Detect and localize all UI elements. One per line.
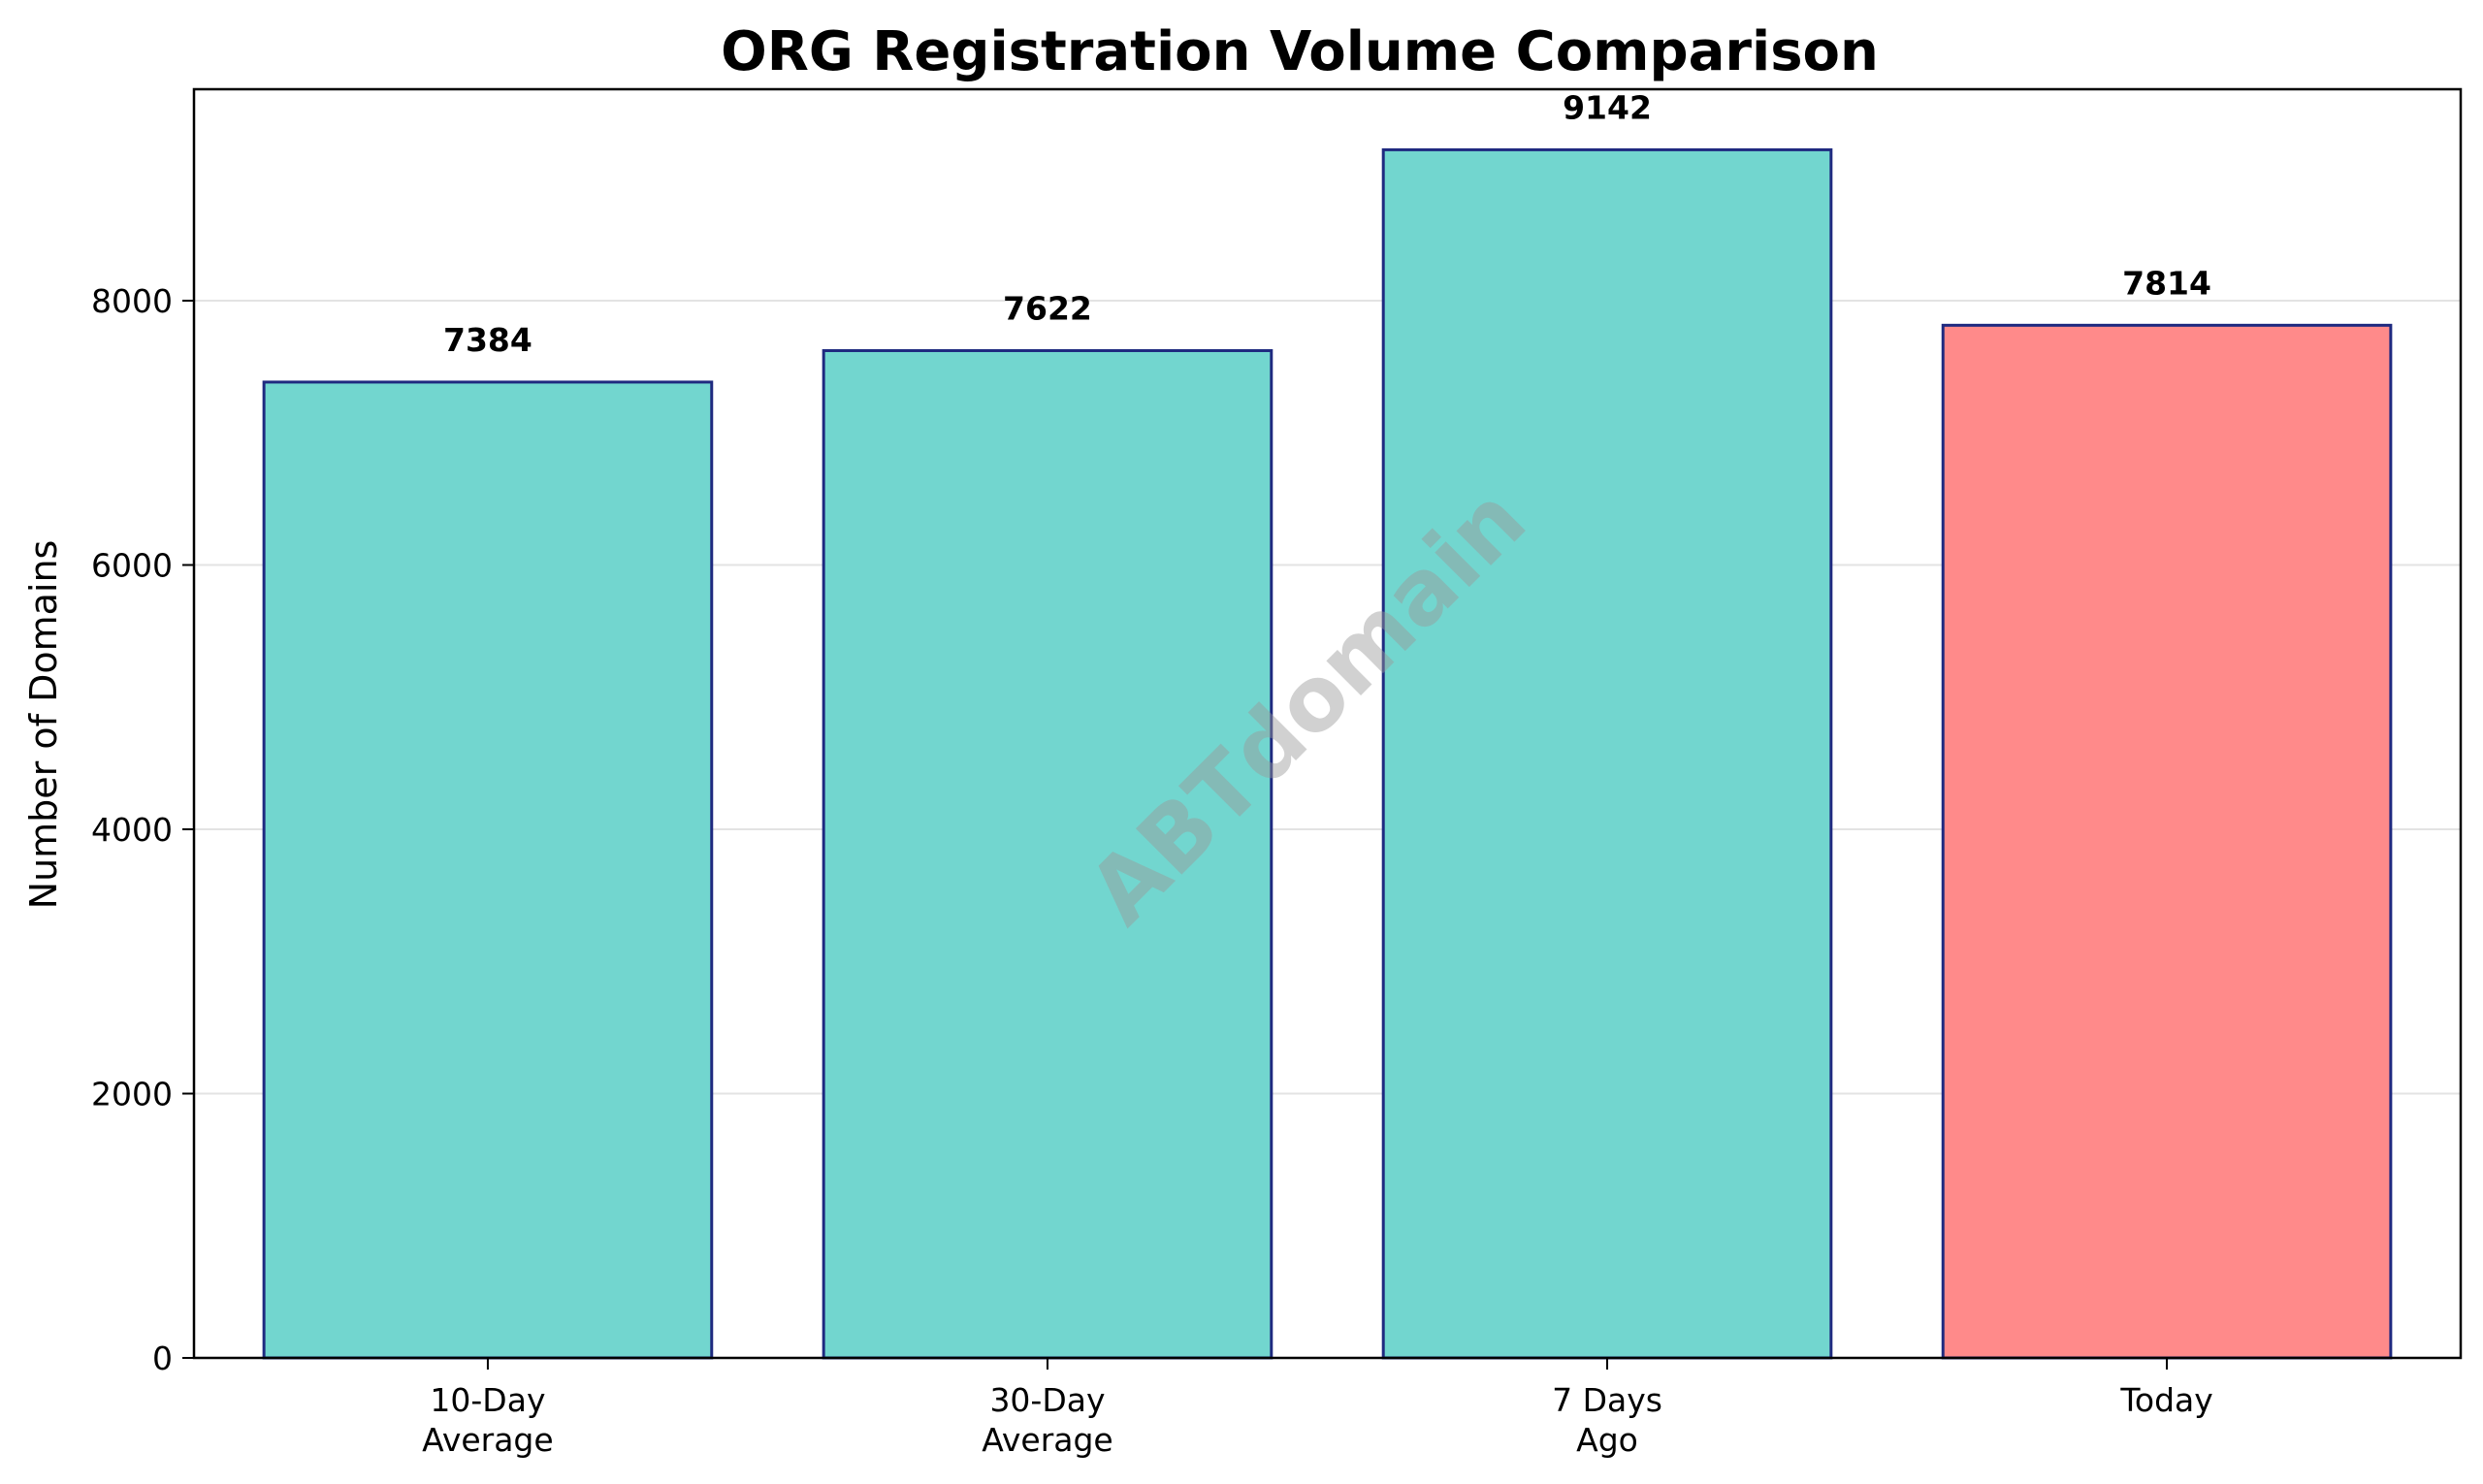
bar-value-label: 9142	[1563, 88, 1652, 126]
y-tick-label: 2000	[91, 1076, 173, 1113]
x-tick-label: 7 Days Ago	[1552, 1381, 1662, 1459]
x-tick-label: 30-Day Average	[982, 1381, 1113, 1459]
bar-value-label: 7814	[2122, 264, 2211, 302]
plot-frame	[192, 87, 2463, 1360]
bar	[1941, 323, 2393, 1360]
bars-layer	[262, 147, 2393, 1360]
bar-value-label: 7622	[1003, 290, 1092, 328]
bar	[262, 380, 714, 1360]
x-tick-label: Today	[2119, 1381, 2212, 1419]
bar	[1381, 147, 1833, 1360]
y-tick-label: 4000	[91, 811, 173, 849]
bar-value-label: 7384	[443, 321, 532, 359]
chart-title: ORG Registration Volume Comparison	[721, 20, 1879, 83]
y-tick-label: 8000	[91, 282, 173, 320]
axes-layer	[182, 87, 2463, 1370]
labels-layer: 0 2000 4000 6000 8000 7384 10-Day Average 7622 30…	[91, 88, 2213, 1459]
x-tick-label: 10-Day Average	[422, 1381, 554, 1459]
y-axis-label: Number of Domains	[22, 540, 65, 910]
y-tick-label: 6000	[91, 547, 173, 585]
y-tick-label: 0	[152, 1339, 173, 1377]
